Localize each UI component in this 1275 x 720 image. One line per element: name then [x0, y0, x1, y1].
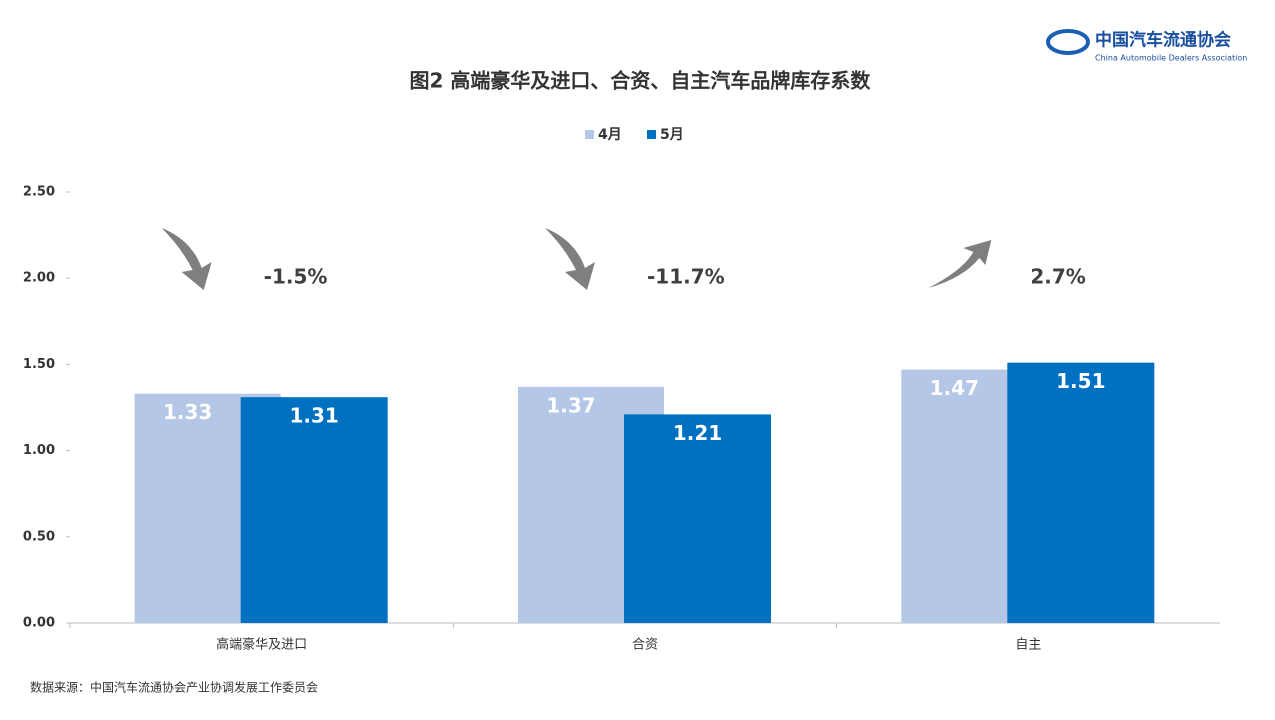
data-label: 1.47 [930, 376, 979, 400]
y-tick-label: 1.00 [23, 443, 55, 458]
y-tick-label: 2.50 [23, 185, 55, 200]
bar [624, 414, 771, 623]
trend-arrow [928, 240, 992, 288]
x-tick-label: 合资 [632, 638, 658, 653]
data-label: 1.51 [1056, 369, 1105, 393]
legend-swatch [647, 130, 656, 139]
logo-name: 中国汽车流通协会 [1095, 30, 1231, 51]
data-label: 1.37 [546, 393, 595, 417]
legend-label: 5月 [660, 127, 684, 143]
x-tick-label: 高端豪华及进口 [216, 637, 307, 653]
x-tick-label: 自主 [1015, 638, 1041, 653]
logo-subtitle: China Automobile Dealers Association [1095, 54, 1247, 63]
trend-arrow [545, 228, 595, 290]
annotation: -1.5% [264, 265, 328, 289]
y-tick-label: 0.50 [23, 529, 55, 544]
legend-swatch [585, 130, 594, 139]
data-label: 1.21 [673, 421, 722, 445]
bar [240, 397, 388, 623]
legend-label: 4月 [598, 127, 622, 143]
trend-arrow [161, 228, 212, 290]
logo-icon [1046, 29, 1090, 55]
y-tick-label: 0.00 [23, 616, 55, 631]
y-tick-label: 2.00 [23, 271, 55, 286]
bar [1007, 362, 1155, 623]
logo: 中国汽车流通协会 China Automobile Dealers Associ… [1046, 29, 1247, 63]
source: 数据来源：中国汽车流通协会产业协调发展工作委员会 [30, 680, 318, 695]
chart-title: 图2 高端豪华及进口、合资、自主汽车品牌库存系数 [410, 69, 872, 93]
annotation: -11.7% [647, 265, 725, 289]
y-tick-label: 1.50 [23, 357, 55, 372]
data-label: 1.33 [163, 400, 212, 424]
data-label: 1.31 [289, 404, 338, 428]
annotation: 2.7% [1030, 265, 1085, 289]
